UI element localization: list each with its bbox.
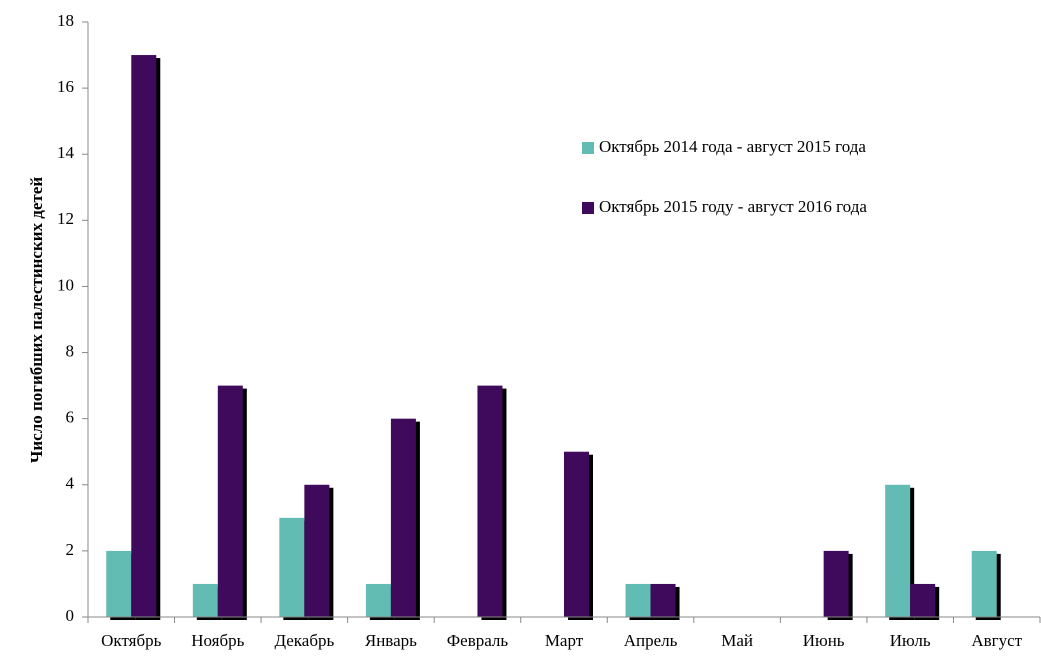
- bar: [217, 385, 243, 617]
- bar: [477, 385, 503, 617]
- legend-swatch: [582, 142, 594, 154]
- bar: [390, 418, 416, 617]
- bar: [564, 451, 589, 617]
- x-tick-label: Май: [721, 631, 753, 650]
- bar: [304, 484, 330, 617]
- bar: [971, 550, 997, 617]
- y-tick-label: 14: [57, 143, 75, 162]
- legend-label: Октябрь 2014 года - август 2015 года: [599, 137, 866, 156]
- x-tick-label: Август: [971, 631, 1022, 650]
- y-axis-title: Число погибших палестинских детей: [27, 177, 46, 463]
- bar: [192, 583, 218, 617]
- x-tick-label: Март: [545, 631, 584, 650]
- x-tick-label: Январь: [365, 631, 417, 650]
- bar: [131, 55, 157, 618]
- bar: [823, 550, 849, 617]
- y-tick-label: 0: [66, 606, 75, 625]
- x-tick-label: Февраль: [447, 631, 509, 650]
- y-tick-label: 12: [57, 209, 74, 228]
- y-tick-label: 18: [57, 11, 74, 30]
- x-tick-label: Ноябрь: [191, 631, 244, 650]
- bar: [910, 583, 936, 617]
- y-tick-label: 10: [57, 275, 74, 294]
- y-tick-label: 16: [57, 77, 74, 96]
- bar: [625, 583, 651, 617]
- bar: [650, 583, 676, 617]
- bar: [885, 484, 911, 617]
- y-tick-label: 2: [66, 540, 75, 559]
- legend-swatch: [582, 202, 594, 214]
- y-tick-label: 6: [66, 408, 75, 427]
- y-tick-label: 8: [66, 341, 75, 360]
- bar: [106, 550, 132, 617]
- x-tick-label: Июль: [890, 631, 931, 650]
- bar: [365, 583, 391, 617]
- legend-label: Октябрь 2015 году - август 2016 года: [599, 197, 867, 216]
- x-tick-label: Декабрь: [274, 631, 334, 650]
- x-tick-label: Октябрь: [101, 631, 161, 650]
- x-tick-label: Апрель: [624, 631, 678, 650]
- x-tick-label: Июнь: [803, 631, 845, 650]
- bar: [279, 517, 305, 617]
- y-tick-label: 4: [66, 474, 75, 493]
